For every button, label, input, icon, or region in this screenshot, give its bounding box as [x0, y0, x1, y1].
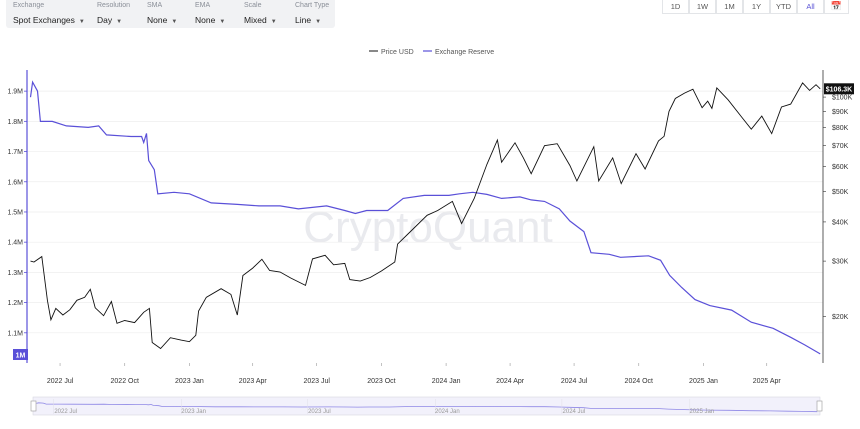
reserve-badge-text: 1M	[16, 353, 26, 360]
legend-label-price: Price USD	[381, 49, 414, 56]
right-tick-label: $50K	[832, 189, 849, 196]
left-axis-ticks: 1.1M 1.2M 1.3M 1.4M 1.5M 1.6M 1.7M 1.8M 1.9M	[7, 89, 27, 337]
right-axis-ticks: $20K $30K $40K $50K $60K $70K $80K $90K $100K	[823, 95, 853, 321]
chevron-down-icon: ▼	[116, 19, 123, 25]
reserve-last-value-badge: 1M	[13, 349, 28, 360]
range-1y-button[interactable]: 1Y	[743, 0, 770, 14]
x-tick-label: 2023 Jul	[303, 378, 330, 385]
chart-type-value: Line	[295, 15, 312, 25]
x-tick-label: 2025 Jan	[689, 378, 718, 385]
sma-label: SMA	[147, 2, 163, 9]
right-tick-label: $70K	[832, 143, 849, 150]
range-all-button[interactable]: All	[797, 0, 824, 14]
x-tick-label: 2024 Jan	[432, 378, 461, 385]
price-last-value-badge: $106.3K	[824, 83, 854, 95]
left-tick-label: 1.9M	[7, 89, 23, 96]
range-1w-button[interactable]: 1W	[689, 0, 716, 14]
series-line-exchange-reserve	[29, 80, 821, 355]
chart-controls-bar: Exchange Spot Exchanges ▼ Resolution Day ▼…	[6, 0, 335, 28]
x-axis-ticks: 2022 Jul 2022 Oct 2023 Jan 2023 Apr 2023 Jul…	[47, 363, 782, 385]
navigator-label: 2024 Jan	[435, 409, 460, 415]
navigator-series-line	[36, 402, 818, 413]
navigator-labels: 2022 Jul 2023 Jan 2023 Jul 2024 Jan 2024 Jul…	[53, 399, 714, 415]
grid-lines	[27, 90, 823, 334]
left-tick-label: 1.5M	[7, 209, 23, 216]
left-tick-label: 1.4M	[7, 240, 23, 247]
legend: Price USD Exchange Reserve	[369, 49, 494, 56]
left-tick-label: 1.6M	[7, 179, 23, 186]
left-tick-label: 1.3M	[7, 270, 23, 277]
chevron-down-icon: ▼	[78, 19, 85, 25]
reserve-badge-bg	[13, 349, 28, 360]
right-tick-label: $60K	[832, 164, 849, 171]
x-tick-label: 2023 Oct	[367, 378, 395, 385]
price-badge-text: $106.3K	[826, 86, 852, 93]
exchange-select[interactable]: Exchange Spot Exchanges ▼	[13, 1, 85, 28]
right-tick-label: $80K	[832, 125, 849, 132]
range-ytd-button[interactable]: YTD	[770, 0, 797, 14]
x-tick-label: 2023 Jan	[175, 378, 204, 385]
calendar-icon[interactable]: 📅	[824, 0, 849, 14]
chart-type-label: Chart Type	[295, 2, 330, 9]
scale-select[interactable]: Scale Mixed ▼	[244, 1, 277, 28]
range-1d-button[interactable]: 1D	[662, 0, 689, 14]
chevron-down-icon: ▼	[171, 19, 178, 25]
ema-label: EMA	[195, 2, 211, 9]
x-tick-label: 2022 Jul	[47, 378, 74, 385]
navigator-label: 2025 Jan	[689, 409, 714, 415]
left-tick-label: 1.8M	[7, 119, 23, 126]
ema-value: None	[195, 15, 216, 25]
right-tick-label: $100K	[832, 95, 853, 102]
scale-value: Mixed	[244, 15, 267, 25]
chart-type-select[interactable]: Chart Type Line ▼	[295, 1, 329, 28]
resolution-label: Resolution	[97, 2, 131, 9]
x-tick-label: 2024 Apr	[496, 378, 525, 385]
chevron-down-icon: ▼	[270, 19, 277, 25]
x-tick-label: 2025 Apr	[753, 378, 782, 385]
navigator-label: 2022 Jul	[54, 409, 77, 415]
right-tick-label: $20K	[832, 314, 849, 321]
resolution-value: Day	[97, 15, 113, 25]
left-tick-label: 1.1M	[7, 330, 23, 337]
sma-select[interactable]: SMA None ▼	[147, 1, 177, 28]
right-tick-label: $30K	[832, 259, 849, 266]
sma-value: None	[147, 15, 168, 25]
left-tick-label: 1.7M	[7, 149, 23, 156]
navigator-right-handle[interactable]	[816, 400, 823, 412]
series-line-price-usd	[30, 82, 821, 350]
range-1m-button[interactable]: 1M	[716, 0, 743, 14]
navigator-label: 2023 Jan	[181, 409, 206, 415]
right-tick-label: $40K	[832, 219, 849, 226]
chevron-down-icon: ▼	[315, 19, 322, 25]
chevron-down-icon: ▼	[219, 19, 226, 25]
x-tick-label: 2023 Apr	[239, 378, 268, 385]
exchange-label: Exchange	[13, 2, 45, 9]
navigator-label: 2024 Jul	[563, 409, 586, 415]
legend-label-reserve: Exchange Reserve	[435, 49, 494, 56]
price-badge-bg	[824, 83, 854, 95]
scale-label: Scale	[244, 2, 262, 9]
left-tick-label: 1.2M	[7, 300, 23, 307]
resolution-select[interactable]: Resolution Day ▼	[97, 1, 130, 28]
navigator[interactable]: 2022 Jul 2023 Jan 2023 Jul 2024 Jan 2024 Jul…	[30, 396, 823, 416]
x-tick-label: 2024 Oct	[625, 378, 653, 385]
x-tick-label: 2022 Oct	[111, 378, 139, 385]
navigator-label: 2023 Jul	[308, 409, 331, 415]
right-tick-label: $90K	[832, 109, 849, 116]
navigator-left-handle[interactable]	[30, 400, 37, 412]
exchange-value: Spot Exchanges	[13, 15, 75, 25]
ema-select[interactable]: EMA None ▼	[195, 1, 225, 28]
x-tick-label: 2024 Jul	[561, 378, 588, 385]
watermark: CryptoQuant	[303, 203, 552, 252]
